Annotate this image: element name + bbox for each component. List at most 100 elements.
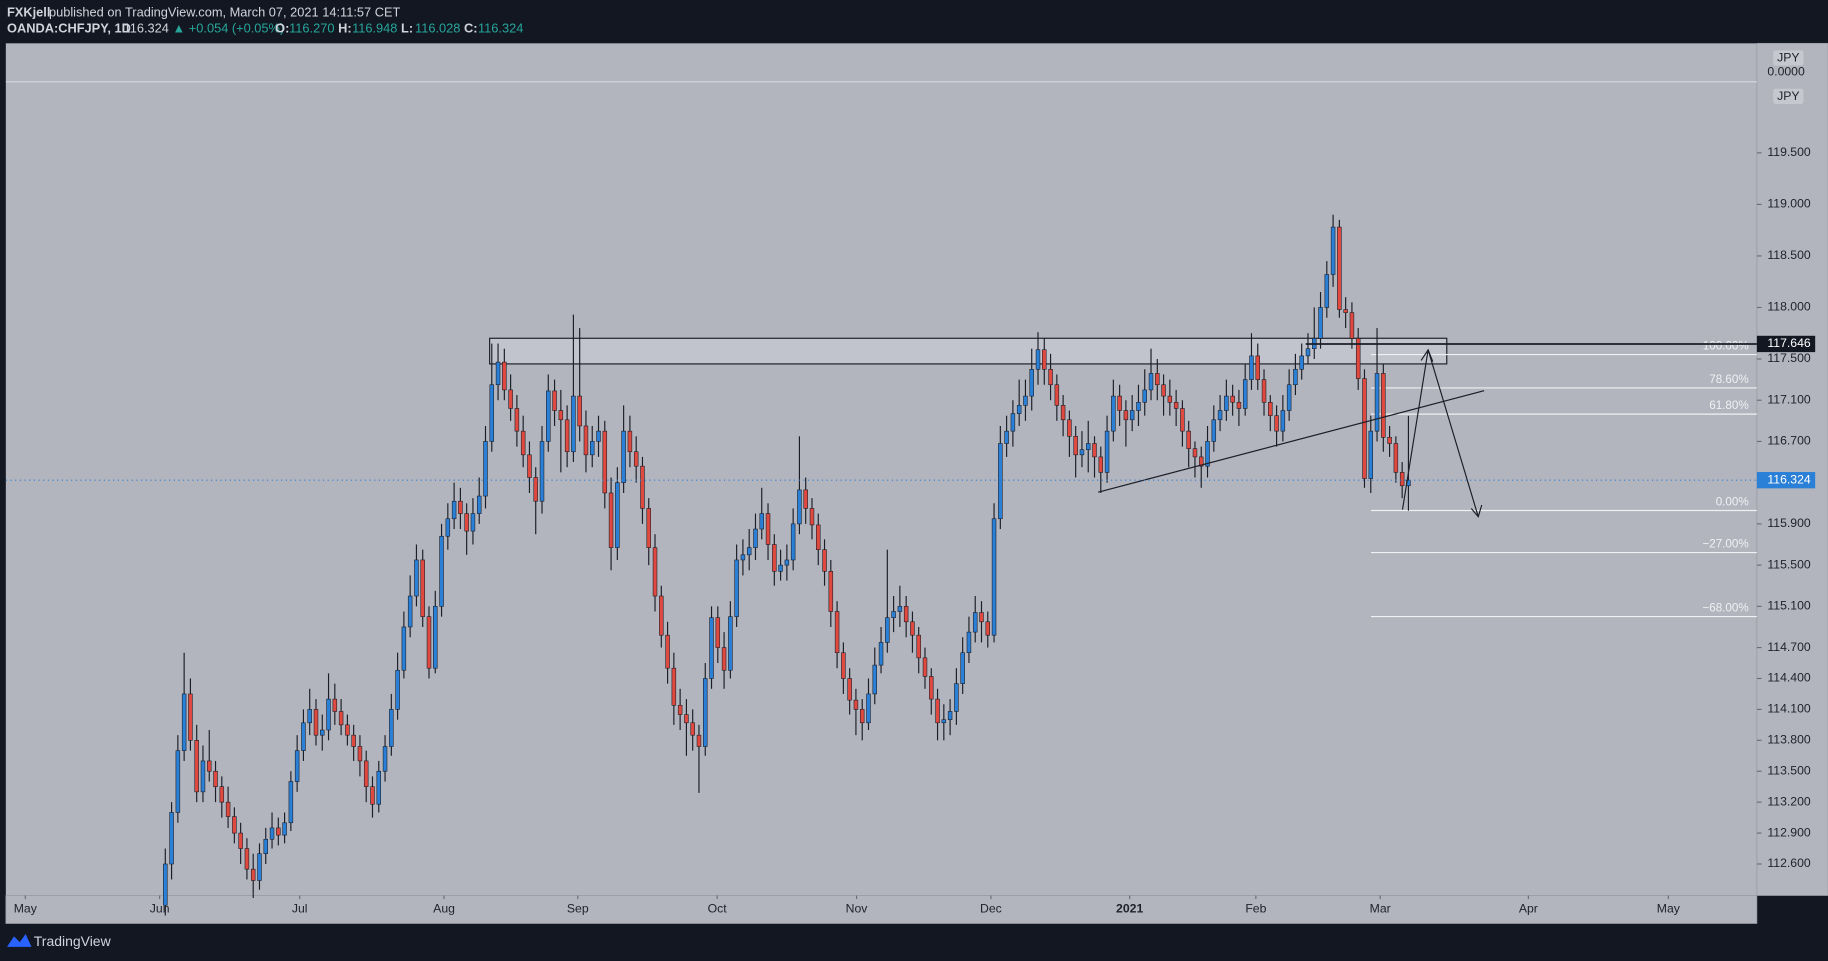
x-tick-label: May xyxy=(1657,902,1681,916)
candle-body xyxy=(659,595,664,636)
candle-body xyxy=(640,465,645,509)
y-tick-label: 114.700 xyxy=(1767,640,1811,654)
scale-value: 0.0000 xyxy=(1767,65,1805,79)
candle-body xyxy=(464,513,469,532)
candle-body xyxy=(1016,405,1022,414)
candle-body xyxy=(903,606,909,623)
candle-body xyxy=(1349,312,1355,339)
candle-body xyxy=(897,606,903,612)
y-tick-label: 119.000 xyxy=(1767,197,1811,211)
currency: JPY xyxy=(1777,89,1799,103)
candle-body xyxy=(558,410,564,421)
x-tick-label: Dec xyxy=(980,902,1002,916)
candle-body xyxy=(489,384,495,442)
y-tick-label: 112.900 xyxy=(1767,825,1811,839)
candle-body xyxy=(1337,226,1342,310)
candle-body xyxy=(1211,419,1217,442)
candle-body xyxy=(163,863,168,906)
candle-body xyxy=(1098,456,1104,473)
candle-body xyxy=(816,524,821,550)
candle-body xyxy=(947,711,953,720)
candle-body xyxy=(1217,410,1223,421)
candle-body xyxy=(633,451,639,467)
quote-key: H: xyxy=(338,21,352,36)
candle-body xyxy=(1180,408,1185,432)
candle-body xyxy=(891,611,896,618)
arrow-head xyxy=(1420,348,1434,362)
candle-body xyxy=(1142,389,1147,403)
candle-body xyxy=(1305,348,1311,357)
currency-badge xyxy=(1773,50,1804,66)
candle-body xyxy=(1299,355,1304,370)
candle-body xyxy=(1318,307,1323,339)
candle-body xyxy=(834,611,840,654)
fib-label: 61.80% xyxy=(1709,399,1748,412)
candle-body xyxy=(872,664,878,695)
y-tick-label: 115.500 xyxy=(1767,557,1811,571)
candle-body xyxy=(188,693,193,741)
candle-body xyxy=(345,724,350,736)
candle-body xyxy=(910,621,915,636)
candle-body xyxy=(232,816,237,834)
candle-body xyxy=(878,642,884,666)
candle-body xyxy=(583,425,589,456)
y-tick-label: 112.600 xyxy=(1767,856,1811,870)
candle-body xyxy=(470,513,476,532)
candle-body xyxy=(508,389,513,409)
currency-badge xyxy=(1773,88,1804,104)
y-tick-label: 113.500 xyxy=(1767,763,1811,777)
time-axis xyxy=(5,895,1758,924)
fib-label: 0.00% xyxy=(1716,495,1749,508)
candle-body xyxy=(426,616,432,669)
candle-body xyxy=(740,554,746,561)
candle-body xyxy=(1249,355,1254,380)
x-tick-label: 2021 xyxy=(1116,902,1143,916)
candle-body xyxy=(276,827,281,836)
candle-body xyxy=(269,827,275,840)
candle-body xyxy=(307,709,312,724)
candle-body xyxy=(520,430,526,456)
x-tick-label: Aug xyxy=(433,902,455,916)
quote-key: C: xyxy=(464,21,478,36)
candle-body xyxy=(194,740,199,793)
candle-body xyxy=(1073,435,1078,456)
candle-body xyxy=(439,535,444,607)
candle-body xyxy=(1123,410,1129,421)
candle-body xyxy=(326,698,331,731)
y-tick-label: 117.100 xyxy=(1767,392,1811,406)
candle-body xyxy=(445,518,451,537)
x-tick-label: Jul xyxy=(292,902,308,916)
brand[interactable]: TradingView xyxy=(34,933,112,949)
quote-value: 116.948 xyxy=(352,21,397,36)
candle-body xyxy=(351,734,356,747)
candle-body xyxy=(458,500,463,514)
candle-body xyxy=(803,489,808,509)
candle-body xyxy=(382,746,388,772)
candle-body xyxy=(1155,373,1160,386)
candle-body xyxy=(677,704,683,715)
candle-body xyxy=(169,812,174,865)
candle-body xyxy=(395,669,400,710)
candle-body xyxy=(1060,405,1066,421)
candle-body xyxy=(207,760,212,772)
y-tick-label: 118.500 xyxy=(1767,248,1811,262)
candle-body xyxy=(1048,369,1053,386)
candle-body xyxy=(200,760,206,793)
candle-body xyxy=(1136,401,1141,411)
candle-body xyxy=(263,838,268,854)
candle-body xyxy=(1067,419,1072,437)
last: 116.324 xyxy=(124,21,169,36)
candle-body xyxy=(495,361,501,386)
candle-body xyxy=(1280,410,1286,432)
y-tick-label: 119.500 xyxy=(1767,145,1811,159)
candle-body xyxy=(433,606,438,669)
candle-body xyxy=(822,549,827,572)
candle-body xyxy=(1268,401,1273,416)
candle-body xyxy=(847,678,852,701)
candle-body xyxy=(765,513,771,545)
y-tick-label: 115.900 xyxy=(1767,516,1811,530)
candle-body xyxy=(320,729,325,736)
candle-body xyxy=(219,786,225,803)
level-badge xyxy=(1756,335,1816,353)
